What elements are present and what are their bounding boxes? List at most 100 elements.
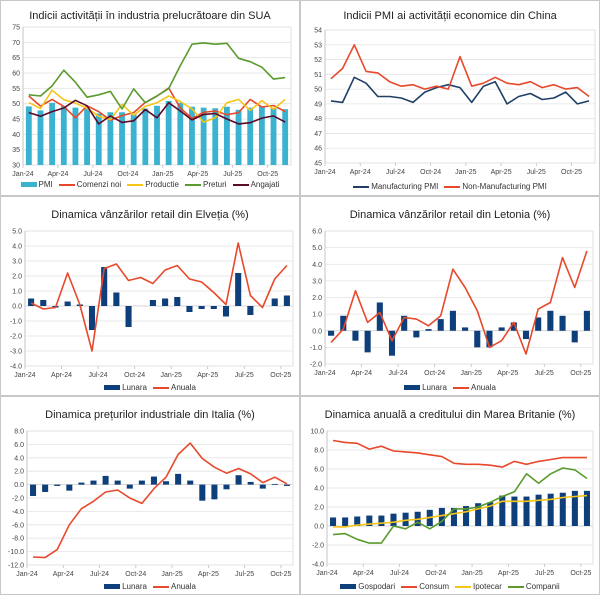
y-tick-label: 47 (314, 131, 322, 138)
bar-pmi (37, 110, 44, 165)
bar-gospodari (450, 507, 457, 526)
chart-plot: -4.0 -2.0 0.0 2.0 4.0 6.0 8.0 10.0 Jan-24 Apr-24 J… (310, 429, 594, 577)
legend-label: Ipotecar (473, 582, 502, 591)
x-tick-label: Jul-24 (389, 370, 408, 377)
x-tick-label: Apr-25 (491, 169, 512, 176)
line-companii (332, 467, 588, 544)
bar-lunara (90, 480, 97, 485)
y-tick-label: 2.0 (314, 505, 324, 512)
line-consum (332, 439, 587, 468)
x-tick-label: Jan-25 (161, 571, 183, 578)
bar-gospodari (330, 517, 337, 526)
x-tick-label: Oct-25 (270, 571, 291, 578)
legend-label: Productie (145, 180, 179, 189)
y-tick-label: 65 (12, 55, 20, 62)
bar-pmi (189, 106, 195, 165)
legend-item-companii: Companii (507, 582, 560, 591)
bar-pmi (200, 107, 207, 165)
line-ipotecar (333, 494, 588, 528)
legend-swatch (353, 185, 370, 188)
legend-item-consum: Consum (401, 582, 449, 591)
x-tick-label: Apr-25 (187, 171, 208, 178)
bar-lunara (271, 483, 278, 485)
x-tick-label: Jan-25 (460, 370, 482, 377)
x-tick-label: Jan-24 (314, 169, 336, 176)
bar-lunara (175, 473, 182, 485)
x-tick-label: Oct-25 (257, 171, 278, 178)
y-tick-label: -2.0 (12, 496, 24, 503)
legend-label: Preturi (203, 180, 227, 189)
bar-lunara (150, 476, 157, 485)
legend-item-manufacturing-pmi: Manufacturing PMI (353, 182, 438, 191)
x-tick-label: Oct-24 (425, 570, 446, 577)
bar-lunara (235, 475, 242, 485)
bar-lunara (66, 484, 73, 491)
y-tick-label: -4.0 (10, 364, 22, 371)
bar-lunara (364, 330, 371, 353)
legend-label: Lunara (422, 383, 447, 392)
x-tick-label: Jul-25 (527, 169, 546, 176)
bar-pmi (282, 109, 289, 165)
x-tick-label: Oct-25 (561, 169, 582, 176)
y-tick-label: 50 (314, 87, 322, 94)
y-tick-label: 4.0 (14, 455, 24, 462)
bar-lunara (42, 484, 49, 492)
bar-lunara (522, 330, 530, 340)
y-tick-label: 75 (12, 25, 20, 32)
bar-gospodari (583, 490, 590, 526)
x-tick-label: Oct-24 (420, 169, 441, 176)
bar-pmi (25, 106, 32, 165)
y-tick-label: -4.0 (12, 509, 24, 516)
bar-lunara (163, 481, 170, 485)
y-tick-label: 46 (314, 146, 322, 153)
y-tick-label: 0.0 (314, 524, 324, 531)
x-tick-label: Oct-24 (125, 571, 146, 578)
chart-title: Dinamica vânzărilor retail din Elveția (… (51, 209, 249, 221)
legend-item-productie: Productie (127, 180, 179, 189)
bar-lunara (186, 306, 193, 312)
x-tick-label: Jan-24 (14, 372, 36, 379)
line-anuala (32, 442, 288, 559)
x-tick-label: Jan-25 (160, 372, 182, 379)
y-tick-label: 5.0 (312, 245, 322, 252)
chart-title: Indicii PMI ai activității economice din… (343, 10, 557, 22)
legend-item-ipotecar: Ipotecar (455, 582, 502, 591)
bar-gospodari (354, 516, 361, 526)
y-tick-label: 45 (314, 161, 322, 168)
bar-pmi (72, 107, 79, 165)
x-tick-label: Apr-24 (353, 570, 374, 577)
legend-label: PMI (38, 180, 53, 189)
chart-panel-us-ism: Indicii activității în industria prelucr… (0, 0, 300, 196)
bar-pmi (212, 108, 219, 165)
x-tick-label: Jan-24 (316, 570, 338, 577)
bar-lunara (559, 315, 566, 331)
bar-gospodari (463, 506, 470, 526)
bar-gospodari (438, 507, 445, 526)
x-tick-label: Jan-25 (152, 171, 174, 178)
y-tick-label: 3.0 (312, 278, 322, 285)
bar-lunara (449, 310, 456, 331)
y-tick-label: 8.0 (14, 429, 24, 436)
chart-panel-china-pmi: Indicii PMI ai activității economice din… (300, 0, 600, 196)
y-tick-label: 2.0 (12, 274, 22, 281)
line-anuala (30, 242, 288, 352)
bar-lunara (388, 330, 396, 356)
bar-gospodari (535, 494, 542, 526)
legend-label: Anuala (471, 383, 496, 392)
bar-gospodari (342, 517, 349, 526)
legend-swatch (104, 584, 121, 590)
x-tick-label: Apr-24 (351, 370, 372, 377)
bar-lunara (547, 310, 554, 331)
x-tick-label: Apr-25 (498, 570, 519, 577)
x-tick-label: Jul-24 (390, 570, 409, 577)
y-tick-label: 6.0 (14, 442, 24, 449)
bar-lunara (114, 480, 121, 485)
y-tick-label: 2.0 (312, 295, 322, 302)
bar-lunara (101, 267, 108, 306)
y-tick-label: -8.0 (12, 536, 24, 543)
y-tick-label: 0.0 (312, 328, 322, 335)
bar-lunara (340, 315, 347, 331)
bar-pmi (142, 108, 149, 165)
bar-pmi (247, 107, 254, 165)
legend-item-angajati: Angajati (232, 180, 279, 189)
